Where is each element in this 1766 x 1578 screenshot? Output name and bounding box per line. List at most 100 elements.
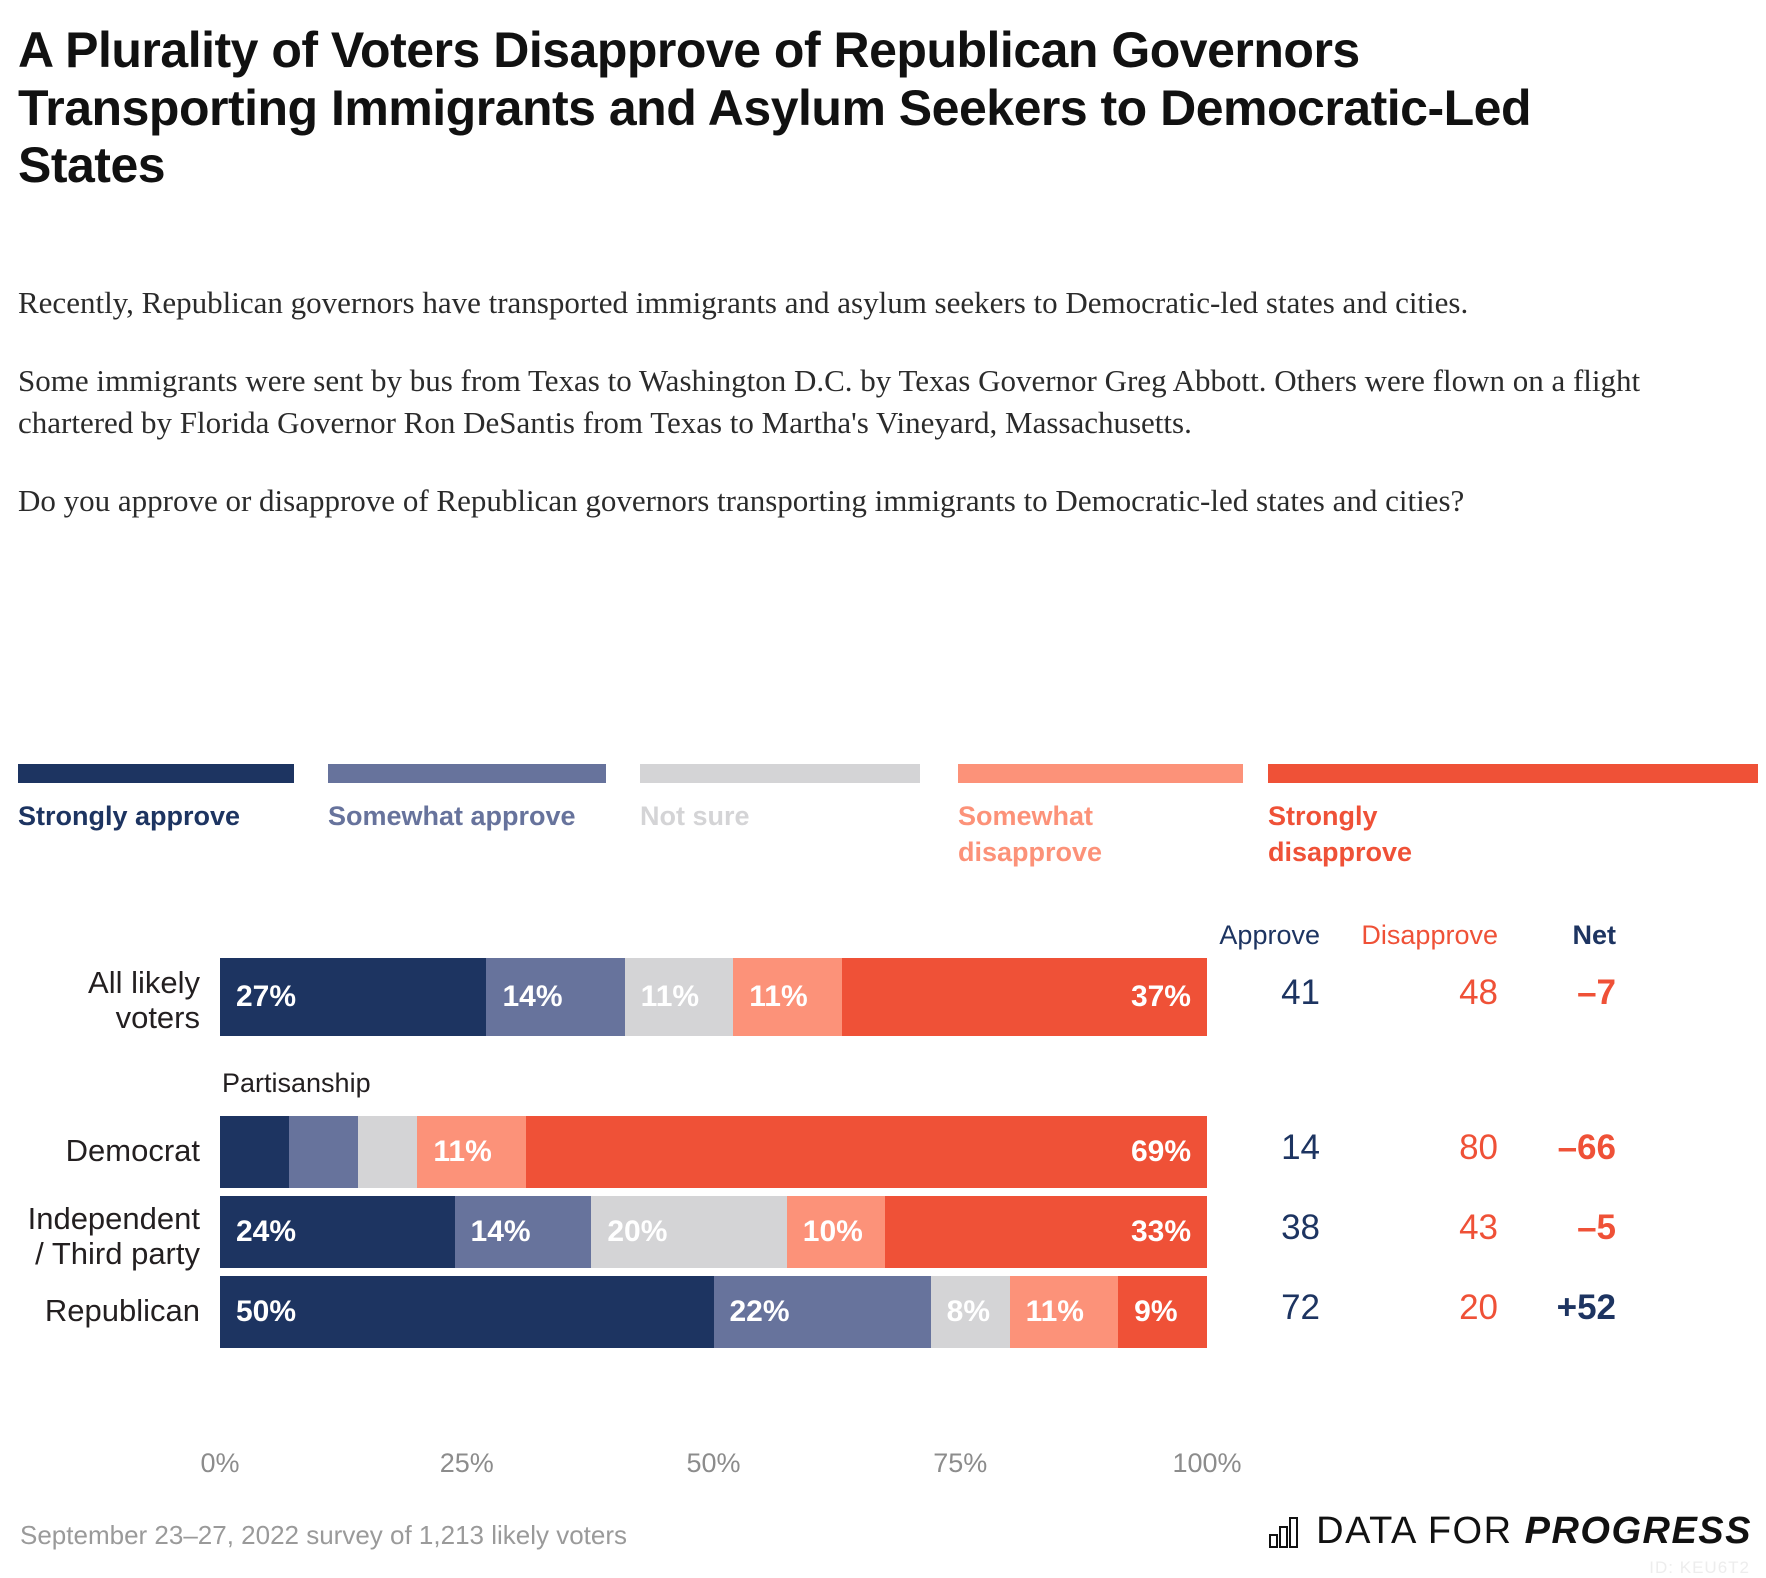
segment-value-label: 11% [749, 980, 808, 1013]
legend-swatch-icon [958, 764, 1243, 783]
column-header-disapprove: Disapprove [1361, 920, 1498, 950]
value-approve: 14 [1281, 1128, 1320, 1167]
x-axis-tick: 75% [933, 1448, 988, 1478]
bar-segment-somewhat-disapprove[interactable]: 11% [733, 958, 842, 1036]
segment-value-label: 11% [640, 980, 700, 1013]
bar-segment-somewhat-approve[interactable] [289, 1116, 359, 1188]
bar-segment-somewhat-approve[interactable]: 22% [713, 1276, 931, 1348]
bar-segment-not-sure[interactable]: 11% [624, 958, 734, 1036]
x-axis: 0% 25% 50% 75% 100% [200, 1448, 1241, 1488]
value-disapprove: 43 [1459, 1208, 1498, 1247]
segment-value-label: 9% [1134, 1295, 1178, 1328]
value-approve: 38 [1281, 1208, 1320, 1247]
x-axis-tick: 0% [200, 1448, 240, 1478]
stacked-bar: 11% 69% [220, 1116, 1207, 1188]
segment-value-label: 8% [946, 1295, 990, 1328]
segment-value-label: 14% [502, 980, 563, 1013]
bar-segment-strongly-disapprove[interactable]: 33% [884, 1196, 1207, 1268]
bar-segment-not-sure[interactable]: 8% [930, 1276, 1010, 1348]
bar-segment-somewhat-disapprove[interactable]: 11% [417, 1116, 526, 1188]
chart-row: Republican 50% 22% 8% 11% 9% 72 20 +52 [0, 1276, 1766, 1348]
bar-segment-somewhat-disapprove[interactable]: 11% [1009, 1276, 1119, 1348]
segment-value-label: 69% [1130, 1135, 1191, 1168]
segment-value-label: 27% [236, 980, 297, 1013]
legend-swatch-icon [640, 764, 920, 783]
stacked-bar: 50% 22% 8% 11% 9% [220, 1276, 1207, 1348]
stacked-bar: 24% 14% 20% 10% 33% [220, 1196, 1207, 1268]
brand-light: DATA FOR [1316, 1510, 1525, 1552]
chart-row: Democrat 11% 69% 14 80 –66 [0, 1116, 1766, 1188]
bar-segment-not-sure[interactable] [358, 1116, 418, 1188]
legend-swatch-icon [18, 764, 294, 783]
description-paragraph-1: Recently, Republican governors have tran… [18, 285, 1469, 320]
bar-segment-somewhat-approve[interactable]: 14% [486, 958, 625, 1036]
legend-swatch-icon [1268, 764, 1758, 783]
legend-item-strongly-approve[interactable]: Strongly approve [18, 764, 294, 834]
row-label-republican: Republican [44, 1293, 200, 1328]
bar-segment-strongly-approve[interactable] [220, 1116, 290, 1188]
row-label-all-likely-voters: All likely voters [88, 965, 200, 1035]
segment-value-label: 20% [607, 1215, 668, 1248]
legend-label: Somewhat approve [328, 801, 576, 831]
value-approve: 41 [1281, 973, 1320, 1012]
bar-segment-strongly-disapprove[interactable]: 37% [841, 958, 1207, 1036]
chart-row: Independent / Third party 24% 14% 20% 10% 33% 3… [0, 1196, 1766, 1271]
brand-bold: PROGRESS [1524, 1510, 1752, 1552]
value-disapprove: 20 [1459, 1288, 1498, 1327]
bar-segment-somewhat-disapprove[interactable]: 10% [786, 1196, 885, 1268]
survey-note: September 23–27, 2022 survey of 1,213 li… [20, 1520, 628, 1550]
question-text: Do you approve or disapprove of Republic… [18, 482, 1465, 518]
bar-segment-not-sure[interactable]: 20% [591, 1196, 787, 1268]
segment-value-label: 11% [433, 1135, 492, 1168]
segment-value-label: 11% [1025, 1295, 1084, 1328]
value-approve: 72 [1281, 1288, 1320, 1327]
x-axis-tick: 25% [439, 1448, 494, 1478]
column-header-approve: Approve [1219, 920, 1320, 950]
x-axis-tick: 100% [1172, 1448, 1242, 1478]
description-paragraph-2: Some immigrants were sent by bus from Te… [18, 362, 1641, 440]
group-label-partisanship: Partisanship [222, 1068, 371, 1098]
page-title: A Plurality of Voters Disapprove of Repu… [18, 22, 1532, 193]
bar-segment-somewhat-approve[interactable]: 14% [454, 1196, 592, 1268]
brand-text: DATA FOR PROGRESS [1316, 1510, 1752, 1553]
chart-legend: Strongly approve Somewhat approve Not sure… [18, 764, 1758, 884]
x-axis-tick: 50% [686, 1448, 741, 1478]
column-header-net: Net [1572, 920, 1616, 950]
description-block: Recently, Republican governors have tran… [18, 282, 1728, 521]
stacked-bar-chart: Partisanship All likely voters 27% 14% 11% 11%… [0, 958, 1766, 1448]
legend-item-somewhat-disapprove[interactable]: Somewhat disapprove [958, 764, 1243, 871]
bar-segment-strongly-approve[interactable]: 50% [220, 1276, 714, 1348]
segment-value-label: 37% [1130, 980, 1191, 1013]
bar-segment-strongly-approve[interactable]: 24% [220, 1196, 455, 1268]
bar-segment-strongly-disapprove[interactable]: 9% [1118, 1276, 1207, 1348]
legend-item-somewhat-approve[interactable]: Somewhat approve [328, 764, 606, 834]
segment-value-label: 10% [802, 1215, 863, 1248]
legend-label: Somewhat disapprove [958, 801, 1103, 868]
brand-logo: DATA FOR PROGRESS [1268, 1510, 1752, 1553]
stacked-bar: 27% 14% 11% 11% 37% [220, 958, 1207, 1036]
segment-value-label: 50% [236, 1295, 297, 1328]
row-label-independent-third-party: Independent / Third party [27, 1201, 200, 1271]
row-label-democrat: Democrat [65, 1133, 200, 1168]
legend-item-not-sure[interactable]: Not sure [640, 764, 920, 834]
segment-value-label: 22% [729, 1295, 790, 1328]
bar-segment-strongly-disapprove[interactable]: 69% [525, 1116, 1207, 1188]
value-net: +52 [1556, 1288, 1616, 1327]
chart-id: ID: KEU6T2 [1649, 1558, 1750, 1577]
legend-item-strongly-disapprove[interactable]: Strongly disapprove [1268, 764, 1758, 871]
value-net: –5 [1577, 1208, 1616, 1247]
chart-row: All likely voters 27% 14% 11% 11% 37% 41 48 –7 [0, 958, 1766, 1036]
legend-label: Strongly disapprove [1268, 801, 1413, 868]
segment-value-label: 14% [470, 1215, 531, 1248]
bar-chart-icon [1269, 1516, 1299, 1548]
legend-swatch-icon [328, 764, 606, 783]
value-disapprove: 80 [1459, 1128, 1498, 1167]
segment-value-label: 24% [236, 1215, 297, 1248]
value-net: –7 [1577, 973, 1616, 1012]
legend-label: Not sure [640, 801, 750, 831]
bar-segment-strongly-approve[interactable]: 27% [220, 958, 487, 1036]
value-disapprove: 48 [1459, 973, 1498, 1012]
legend-label: Strongly approve [18, 801, 241, 831]
segment-value-label: 33% [1130, 1215, 1191, 1248]
